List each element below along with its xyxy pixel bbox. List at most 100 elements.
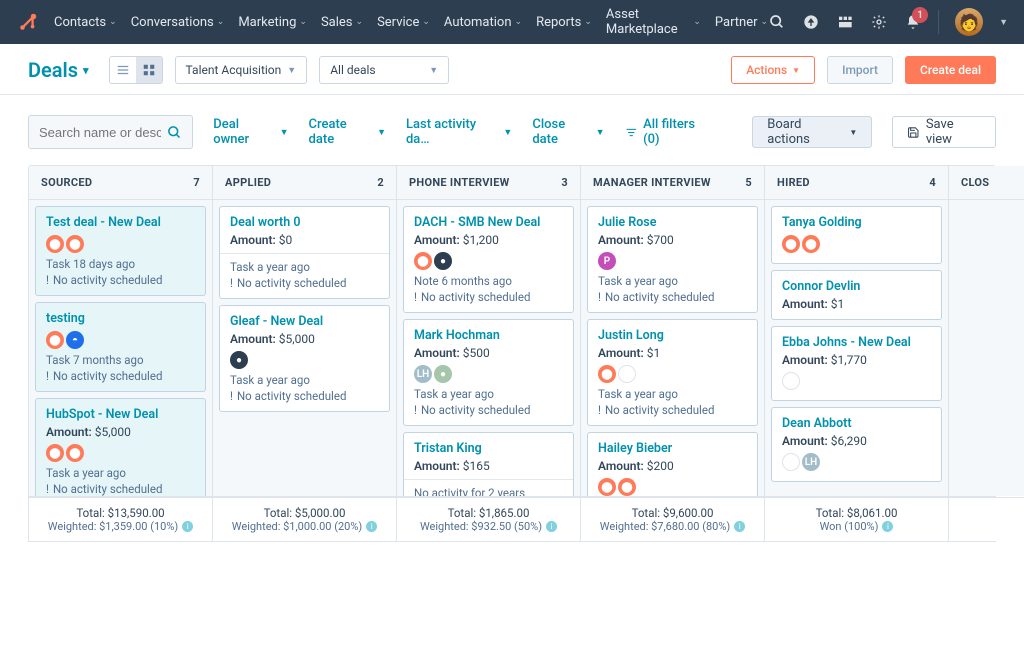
search-box[interactable] bbox=[28, 115, 193, 149]
deal-card[interactable]: Tanya Golding⬤⬤ bbox=[771, 206, 942, 264]
deal-filter-select[interactable]: All deals ▼ bbox=[319, 56, 449, 84]
nav-item-label: Marketing bbox=[238, 15, 296, 30]
board-view-button[interactable] bbox=[136, 57, 162, 83]
create-deal-button[interactable]: Create deal bbox=[905, 56, 996, 84]
nav-item-label: Automation bbox=[444, 15, 512, 30]
pipeline-select-value: Talent Acquisition bbox=[186, 63, 282, 77]
info-icon[interactable]: i bbox=[546, 521, 557, 532]
chevron-down-icon: ▼ bbox=[849, 128, 857, 137]
deal-card[interactable]: Tristan KingAmount: $165No activity for … bbox=[403, 432, 574, 496]
nav-item-asset-marketplace[interactable]: Asset Marketplace⌄ bbox=[606, 7, 701, 37]
card-title: Dean Abbott bbox=[782, 416, 931, 431]
nav-item-conversations[interactable]: Conversations⌄ bbox=[131, 7, 225, 37]
deal-card[interactable]: Julie RoseAmount: $700PTask a year ago! … bbox=[587, 206, 758, 313]
info-icon[interactable]: i bbox=[366, 521, 377, 532]
column-name: HIRED bbox=[777, 176, 810, 189]
deal-card[interactable]: Ebba Johns - New DealAmount: $1,770G bbox=[771, 326, 942, 401]
card-amount: Amount: $700 bbox=[598, 233, 747, 247]
card-amount: Amount: $1 bbox=[598, 346, 747, 360]
save-view-button[interactable]: Save view bbox=[892, 116, 996, 148]
user-avatar[interactable]: 🧑 bbox=[955, 8, 983, 36]
avatar-icon: P bbox=[598, 252, 616, 270]
column-body: Julie RoseAmount: $700PTask a year ago! … bbox=[581, 200, 764, 496]
page-title-dropdown[interactable]: Deals ▾ bbox=[28, 58, 89, 82]
nav-item-service[interactable]: Service⌄ bbox=[377, 7, 430, 37]
nav-item-label: Partner bbox=[715, 15, 758, 30]
deal-card[interactable]: Hailey BieberAmount: $200⬤⬤Call 8 days a… bbox=[587, 432, 758, 496]
import-button[interactable]: Import bbox=[827, 56, 893, 84]
nav-item-sales[interactable]: Sales⌄ bbox=[321, 7, 363, 37]
settings-icon[interactable] bbox=[870, 13, 888, 31]
hubspot-logo-icon[interactable] bbox=[16, 10, 40, 34]
chevron-down-icon: ▼ bbox=[792, 66, 800, 75]
warning-icon: ! bbox=[46, 273, 49, 287]
deal-card[interactable]: Test deal - New Deal⬤⬤Task 18 days ago! … bbox=[35, 206, 206, 296]
column-count: 7 bbox=[193, 176, 200, 189]
column-name: MANAGER INTERVIEW bbox=[593, 176, 711, 189]
info-icon[interactable]: i bbox=[182, 521, 193, 532]
card-warning: ! No activity scheduled bbox=[598, 290, 747, 304]
chevron-down-icon: ▼ bbox=[429, 65, 438, 76]
deal-card[interactable]: DACH - SMB New DealAmount: $1,200⬤●Note … bbox=[403, 206, 574, 313]
list-view-button[interactable] bbox=[110, 57, 136, 83]
deal-card[interactable]: testing⬤◓Task 7 months ago! No activity … bbox=[35, 302, 206, 392]
deal-card[interactable]: HubSpot - New DealAmount: $5,000⬤⬤Task a… bbox=[35, 398, 206, 496]
card-warning: ! No activity scheduled bbox=[230, 389, 379, 403]
filter-all-filters[interactable]: All filters (0) bbox=[625, 117, 713, 147]
deal-card[interactable]: Connor DevlinAmount: $1 bbox=[771, 270, 942, 320]
deal-card[interactable]: Justin LongAmount: $1⬤GTask a year ago! … bbox=[587, 319, 758, 426]
column-weighted: Weighted: $1,000.00 (20%) i bbox=[217, 520, 392, 533]
nav-item-marketing[interactable]: Marketing⌄ bbox=[238, 7, 307, 37]
deal-card[interactable]: Gleaf - New DealAmount: $5,000●Task a ye… bbox=[219, 305, 390, 412]
deal-card[interactable]: Mark HochmanAmount: $500LH●Task a year a… bbox=[403, 319, 574, 426]
nav-item-reports[interactable]: Reports⌄ bbox=[536, 7, 592, 37]
chevron-down-icon: ⌄ bbox=[217, 17, 225, 27]
filter-close-date[interactable]: Close date▼ bbox=[532, 117, 604, 147]
info-icon[interactable]: i bbox=[734, 521, 745, 532]
nav-item-automation[interactable]: Automation⌄ bbox=[444, 7, 522, 37]
card-amount: Amount: $0 bbox=[230, 233, 379, 247]
avatar-icon: ⬤ bbox=[46, 331, 64, 349]
card-amount: Amount: $500 bbox=[414, 346, 563, 360]
column-weighted: Weighted: $1,359.00 (10%) i bbox=[33, 520, 208, 533]
filter-deal-owner[interactable]: Deal owner▼ bbox=[213, 117, 288, 147]
deal-card[interactable]: Deal worth 0Amount: $0Task a year ago! N… bbox=[219, 206, 390, 299]
search-input[interactable] bbox=[39, 125, 161, 140]
card-warning: ! No activity scheduled bbox=[598, 403, 747, 417]
page-header: Deals ▾ Talent Acquisition ▼ All deals ▼… bbox=[0, 44, 1024, 95]
upgrade-icon[interactable] bbox=[802, 13, 820, 31]
filter-last-activity[interactable]: Last activity da…▼ bbox=[406, 117, 512, 147]
card-activity: Note 6 months ago bbox=[414, 274, 563, 288]
card-avatars: ⬤⬤ bbox=[46, 444, 195, 462]
deal-card[interactable]: Dean AbbottAmount: $6,290GLH bbox=[771, 407, 942, 482]
import-label: Import bbox=[842, 63, 878, 77]
search-icon[interactable] bbox=[768, 13, 786, 31]
info-icon[interactable]: i bbox=[882, 521, 893, 532]
card-title: testing bbox=[46, 311, 195, 326]
notifications-icon[interactable]: 1 bbox=[904, 13, 922, 31]
column-footer: Total: $5,000.00Weighted: $1,000.00 (20%… bbox=[213, 497, 397, 541]
card-activity: Task a year ago bbox=[230, 260, 379, 274]
filter-create-date[interactable]: Create date▼ bbox=[309, 117, 386, 147]
marketplace-icon[interactable] bbox=[836, 13, 854, 31]
card-activity: Task 7 months ago bbox=[46, 353, 195, 367]
column-weighted: Won (100%) i bbox=[769, 520, 944, 533]
avatar-icon: ⬤ bbox=[46, 444, 64, 462]
card-warning: ! No activity scheduled bbox=[46, 369, 195, 383]
card-avatars: ⬤⬤ bbox=[46, 235, 195, 253]
card-amount: Amount: $1,200 bbox=[414, 233, 563, 247]
avatar-icon: ⬤ bbox=[618, 478, 636, 496]
column-header: HIRED4 bbox=[765, 166, 948, 200]
actions-label: Actions bbox=[746, 63, 787, 77]
nav-item-partner[interactable]: Partner⌄ bbox=[715, 7, 768, 37]
column-header: CLOS bbox=[949, 166, 1024, 200]
board-footers: Total: $13,590.00Weighted: $1,359.00 (10… bbox=[28, 497, 996, 542]
actions-button[interactable]: Actions ▼ bbox=[731, 56, 815, 84]
pipeline-select[interactable]: Talent Acquisition ▼ bbox=[175, 56, 308, 84]
board-actions-button[interactable]: Board actions ▼ bbox=[752, 116, 872, 148]
chevron-down-icon[interactable]: ▼ bbox=[999, 17, 1008, 28]
card-avatars: ⬤⬤ bbox=[782, 235, 931, 253]
nav-item-contacts[interactable]: Contacts⌄ bbox=[54, 7, 117, 37]
card-warning: ! No activity scheduled bbox=[230, 276, 379, 290]
notification-badge: 1 bbox=[912, 7, 928, 23]
